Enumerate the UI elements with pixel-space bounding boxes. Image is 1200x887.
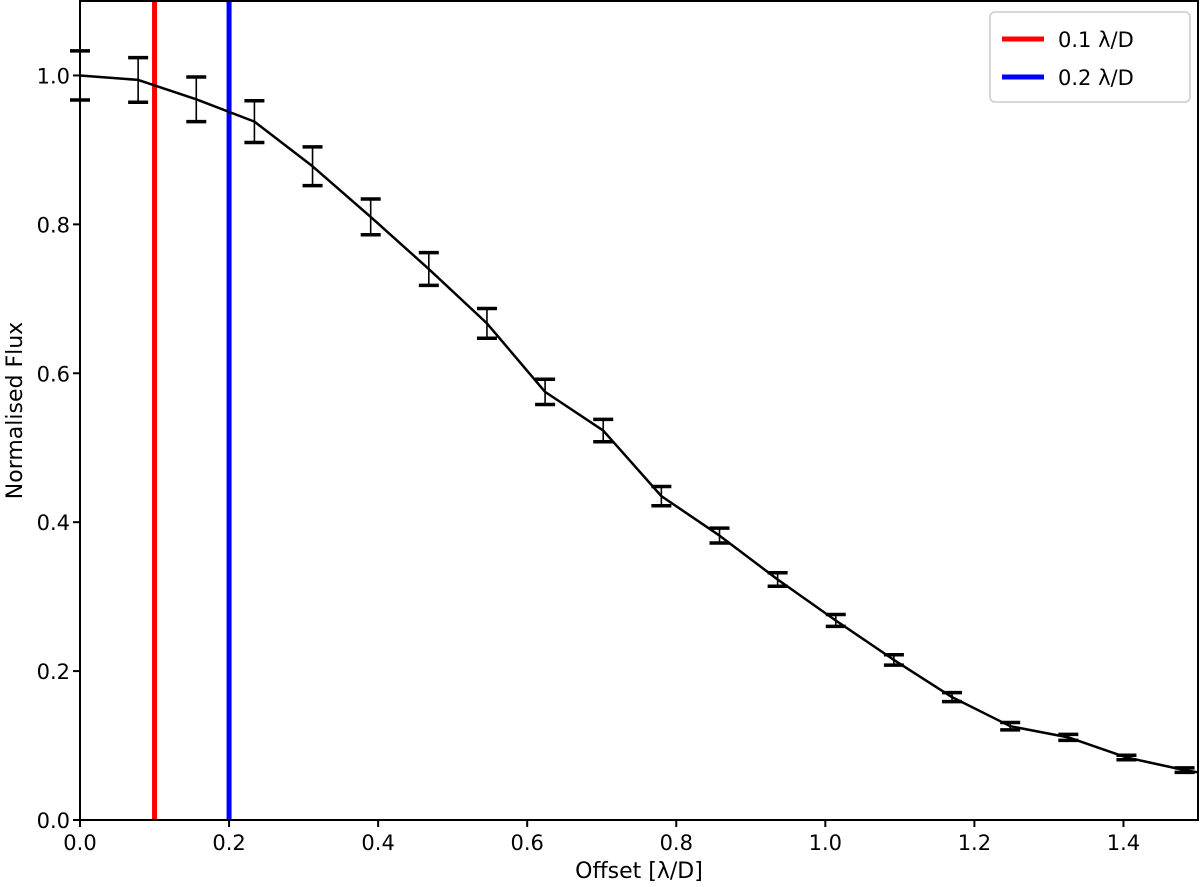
x-tick-label-4: 0.8	[660, 831, 693, 855]
x-tick-label-1: 0.2	[212, 831, 245, 855]
legend: 0.1 λ/D 0.2 λ/D	[989, 11, 1191, 103]
y-tick-label-0: 0.0	[37, 809, 70, 833]
series-line-0	[79, 74, 1199, 774]
legend-label-1: 0.2 λ/D	[1058, 66, 1134, 90]
x-tick-label-0: 0.0	[63, 831, 96, 855]
reference-lines	[152, 1, 232, 820]
y-tick-label-2: 0.4	[37, 511, 70, 535]
y-axis-label: Normalised Flux	[3, 322, 28, 499]
x-axis-ticks: 0.0 0.2 0.4 0.6 0.8 1.0 1.2 1.4	[63, 820, 1140, 855]
x-tick-label-7: 1.4	[1107, 831, 1140, 855]
y-tick-label-5: 1.0	[37, 64, 70, 88]
data-series	[79, 74, 1199, 774]
x-axis-label: Offset [λ/D]	[575, 859, 703, 883]
x-tick-label-2: 0.4	[361, 831, 394, 855]
x-tick-label-5: 1.0	[809, 831, 842, 855]
y-tick-label-4: 0.8	[37, 213, 70, 237]
y-tick-label-1: 0.2	[37, 660, 70, 684]
x-tick-label-6: 1.2	[958, 831, 991, 855]
plot-frame	[79, 0, 1199, 821]
x-tick-label-3: 0.6	[510, 831, 543, 855]
error-bars	[70, 49, 1195, 775]
y-axis-ticks: 0.0 0.2 0.4 0.6 0.8 1.0	[37, 64, 80, 833]
legend-label-0: 0.1 λ/D	[1058, 28, 1134, 52]
y-tick-label-3: 0.6	[37, 362, 70, 386]
